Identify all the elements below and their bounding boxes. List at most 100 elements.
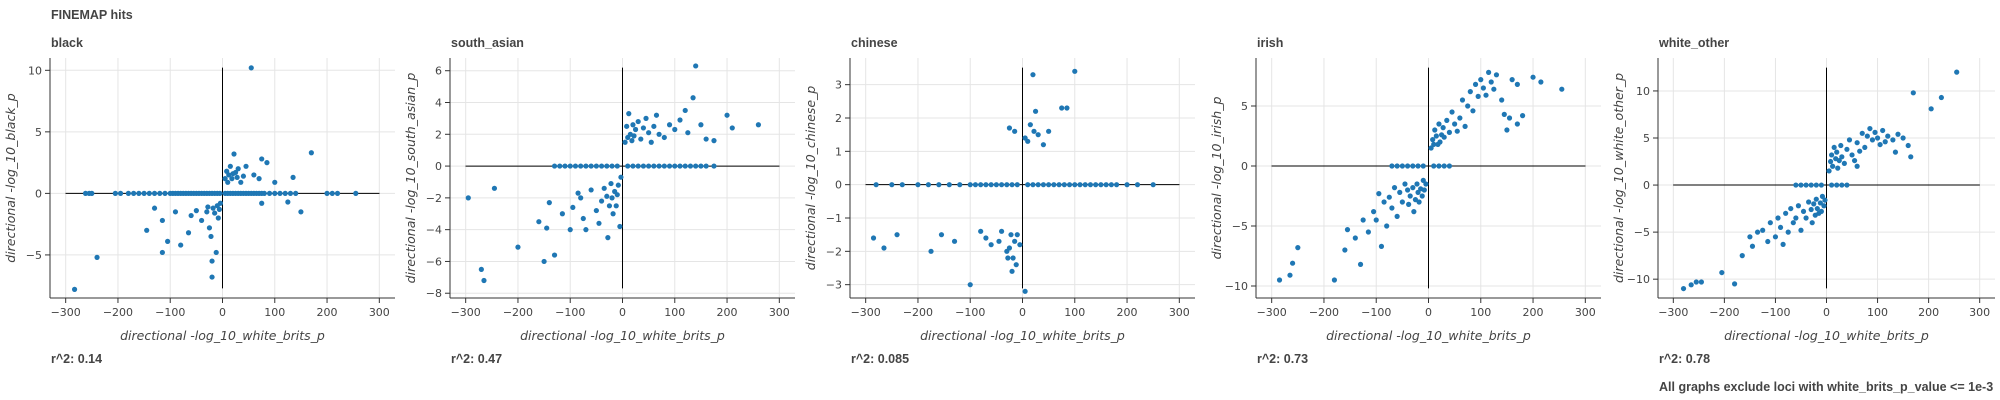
data-point xyxy=(1501,111,1507,117)
data-point xyxy=(1402,181,1408,187)
data-point xyxy=(1389,205,1395,211)
scatter-panel-white-other: white_other −300 −200 −100 0 100 200 300 −10 −5 0… xyxy=(1608,0,2000,400)
data-point xyxy=(677,163,683,169)
data-point xyxy=(1031,128,1037,134)
data-point xyxy=(925,182,932,188)
y-tick-label: 10 xyxy=(28,64,42,77)
data-point xyxy=(951,238,958,244)
data-point xyxy=(1493,72,1500,78)
data-point xyxy=(1895,131,1901,137)
x-tick-label: −100 xyxy=(155,306,185,319)
data-point xyxy=(1849,152,1855,158)
data-point xyxy=(993,182,999,188)
data-point xyxy=(165,238,171,244)
data-point xyxy=(1386,194,1392,200)
data-point xyxy=(1846,137,1853,143)
data-point xyxy=(298,209,304,215)
data-point xyxy=(1394,213,1400,219)
data-point xyxy=(1384,223,1390,229)
data-point xyxy=(1830,163,1836,169)
data-point xyxy=(1436,121,1442,127)
data-point xyxy=(996,238,1002,244)
data-point xyxy=(724,112,730,118)
data-point xyxy=(232,169,239,176)
data-point xyxy=(1867,125,1873,132)
data-point xyxy=(967,182,973,188)
data-point xyxy=(1519,113,1526,119)
data-point xyxy=(1892,149,1899,155)
data-point xyxy=(324,190,330,196)
data-point xyxy=(1834,149,1840,155)
data-point xyxy=(125,190,132,196)
data-point xyxy=(559,211,565,217)
data-point xyxy=(1027,122,1033,128)
x-tick-label: 300 xyxy=(1575,306,1596,319)
data-point xyxy=(1098,182,1104,188)
data-point xyxy=(632,126,639,133)
data-point xyxy=(1287,272,1293,278)
data-point xyxy=(690,95,696,101)
data-point xyxy=(1514,121,1520,127)
data-point xyxy=(598,198,605,204)
data-point xyxy=(631,133,637,139)
data-point xyxy=(1472,81,1479,87)
data-point xyxy=(653,112,660,118)
r-squared-label: r^2: 0.085 xyxy=(851,352,910,366)
y-axis-label: directional -log_10_black_p xyxy=(3,93,18,263)
data-point xyxy=(231,151,237,157)
data-point xyxy=(217,190,223,196)
data-point xyxy=(1841,160,1847,167)
data-point xyxy=(1499,97,1505,103)
data-point xyxy=(481,277,487,284)
data-point xyxy=(1859,130,1865,136)
data-point xyxy=(1793,215,1799,221)
data-point xyxy=(157,190,163,196)
points xyxy=(1276,69,1565,283)
data-point xyxy=(1431,141,1437,147)
data-point xyxy=(640,163,647,169)
data-point xyxy=(1072,182,1078,188)
data-point xyxy=(1928,106,1934,112)
data-point xyxy=(1818,182,1824,188)
data-point xyxy=(1822,197,1828,203)
data-point xyxy=(1431,163,1437,169)
data-point xyxy=(256,176,262,182)
data-point xyxy=(1813,182,1819,188)
data-point xyxy=(1814,205,1820,212)
y-tick-label: 2 xyxy=(835,112,842,125)
data-point xyxy=(1698,279,1705,285)
data-point xyxy=(1436,163,1442,169)
data-point xyxy=(1391,185,1398,191)
data-point xyxy=(238,179,244,185)
data-point xyxy=(1826,168,1832,174)
data-point xyxy=(94,254,100,260)
x-tick-label: −200 xyxy=(103,306,133,319)
data-point xyxy=(1905,142,1911,149)
scatter-panel-black: black −300 −200 −100 0 100 200 300 −5 0 5 10 direct… xyxy=(0,0,400,400)
data-point xyxy=(172,209,179,215)
data-point xyxy=(1446,129,1453,135)
data-point xyxy=(606,203,613,209)
data-point xyxy=(703,163,709,169)
y-tick-label: −5 xyxy=(26,249,42,262)
data-point xyxy=(1872,129,1878,135)
y-tick-label: 0 xyxy=(435,160,442,173)
data-point xyxy=(1777,224,1784,231)
x-tick-label: −100 xyxy=(1361,306,1391,319)
data-point xyxy=(159,217,165,224)
data-point xyxy=(1788,205,1794,212)
data-point xyxy=(1783,210,1789,216)
data-point xyxy=(353,190,359,196)
x-tick-label: −200 xyxy=(1309,306,1339,319)
data-point xyxy=(251,172,257,178)
data-point xyxy=(1381,199,1387,205)
data-point xyxy=(1103,182,1109,188)
data-point xyxy=(1731,281,1738,287)
data-point xyxy=(1908,154,1914,160)
x-tick-label: −300 xyxy=(51,306,81,319)
data-point xyxy=(1680,285,1687,292)
data-point xyxy=(1416,199,1422,205)
data-point xyxy=(1478,77,1484,83)
data-point xyxy=(1827,158,1834,165)
data-point xyxy=(596,220,602,226)
